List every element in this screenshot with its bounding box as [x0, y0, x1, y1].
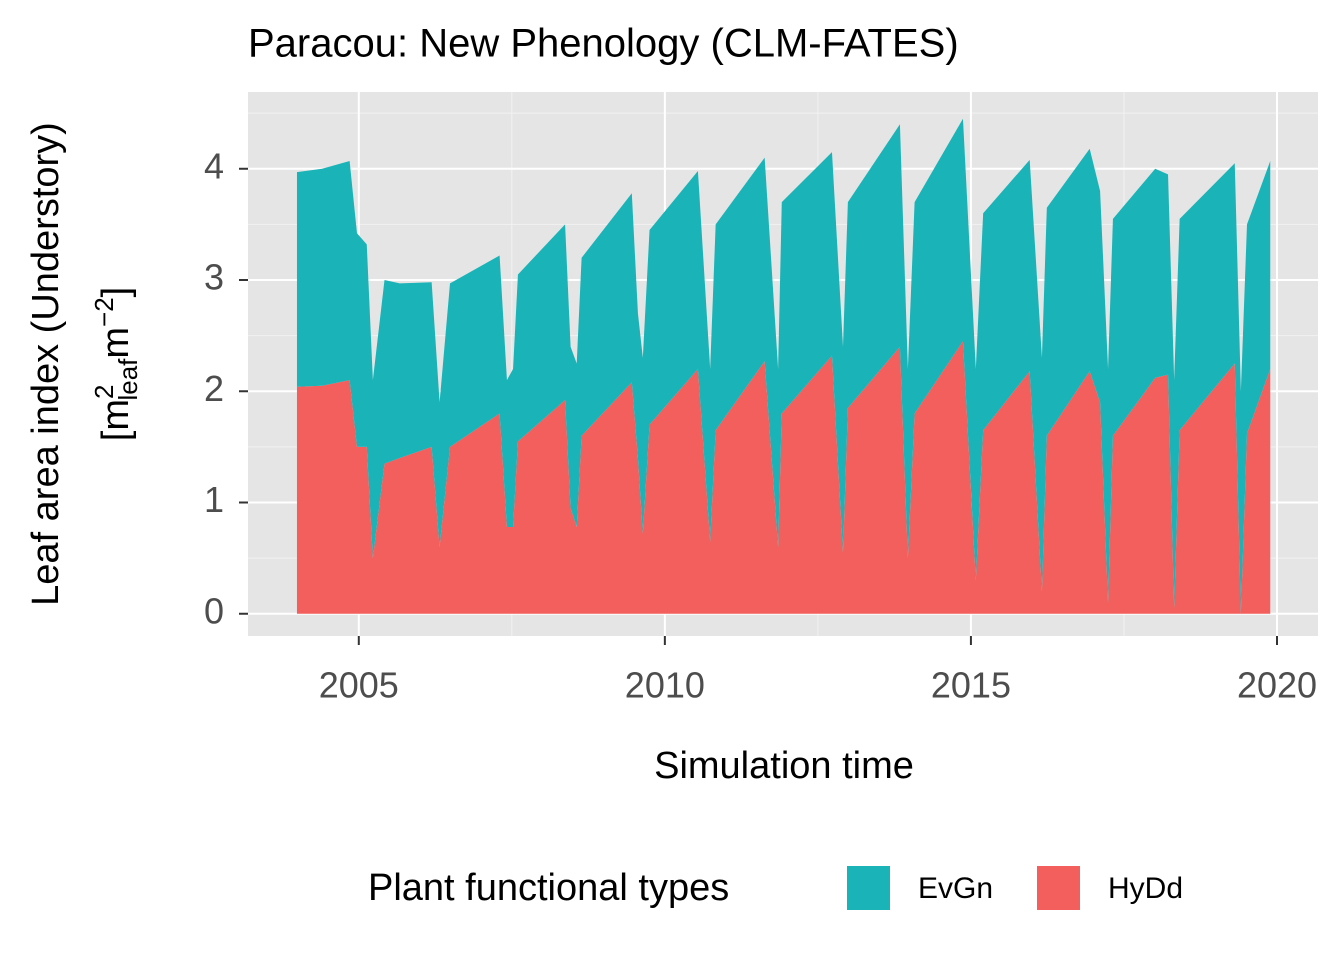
unit-part: [m	[95, 399, 137, 441]
legend-swatch	[1037, 866, 1080, 910]
x-axis-title: Simulation time	[654, 745, 914, 787]
legend-swatch	[847, 866, 890, 910]
legend-label: EvGn	[918, 872, 993, 905]
legend-title: Plant functional types	[368, 867, 729, 909]
y-tick-label: 2	[204, 368, 224, 409]
x-tick-label: 2015	[931, 665, 1011, 706]
unit-sup: −2	[89, 297, 119, 327]
chart-title: Paracou: New Phenology (CLM-FATES)	[248, 22, 959, 66]
y-axis-units: [m2leafm−2]	[89, 287, 143, 441]
unit-part: m	[95, 327, 137, 359]
unit-sub: leaf	[113, 358, 143, 401]
x-tick-label: 2005	[319, 665, 399, 706]
y-tick-label: 1	[204, 479, 224, 520]
y-tick-label: 0	[204, 590, 224, 631]
x-tick-label: 2010	[625, 665, 705, 706]
y-tick-label: 4	[204, 145, 224, 186]
unit-part: ]	[95, 287, 137, 298]
area	[296, 341, 1271, 614]
y-tick-label: 3	[204, 257, 224, 298]
legend-label: HyDd	[1108, 872, 1183, 905]
area	[296, 118, 1271, 614]
unit-sup: 2	[89, 385, 119, 399]
y-axis-title: Leaf area index (Understory)	[25, 122, 67, 606]
x-tick-label: 2020	[1237, 665, 1317, 706]
